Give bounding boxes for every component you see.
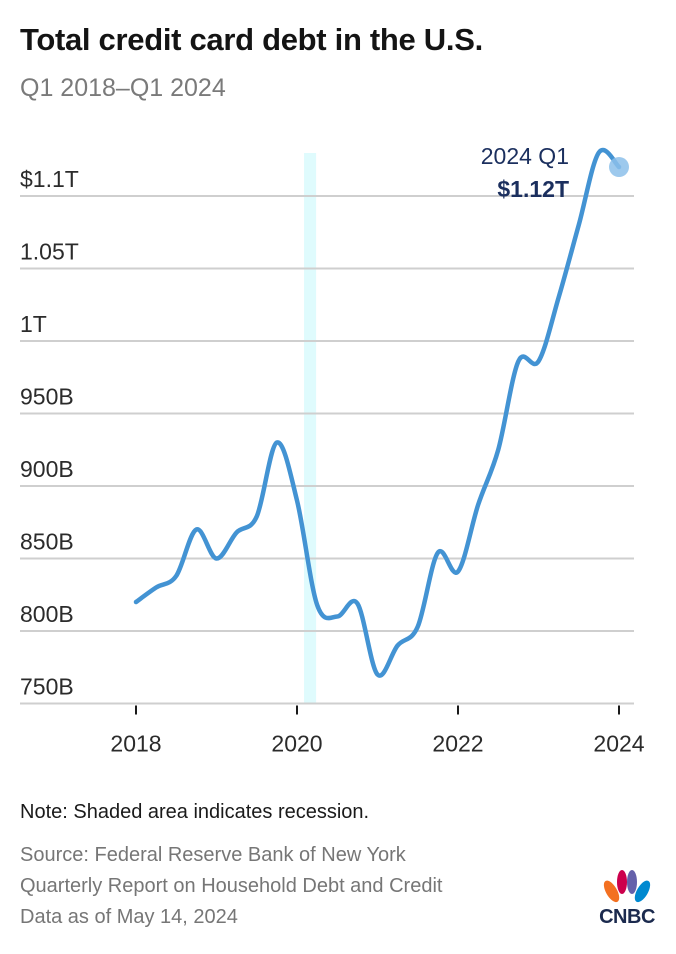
peacock-icon	[603, 870, 651, 927]
cnbc-logo: CNBC	[594, 868, 660, 930]
chart-subtitle: Q1 2018–Q1 2024	[20, 74, 226, 102]
source-line: Source: Federal Reserve Bank of New York	[20, 844, 406, 866]
chart-source: Source: Federal Reserve Bank of New York…	[20, 840, 442, 933]
source-line: Quarterly Report on Household Debt and C…	[20, 875, 443, 897]
y-tick-label: 850B	[20, 529, 74, 555]
y-tick-label: 900B	[20, 456, 74, 482]
cnbc-logo-text: CNBC	[599, 906, 655, 928]
y-tick-label: 1T	[20, 311, 47, 337]
x-tick-label: 2022	[432, 731, 483, 757]
recession-band	[304, 153, 317, 704]
endpoint-marker	[609, 157, 629, 177]
annotation-period-label: 2024 Q1	[481, 143, 569, 169]
x-tick-label: 2020	[271, 731, 322, 757]
y-tick-label: 950B	[20, 384, 74, 410]
series-line-credit-card-debt	[133, 147, 622, 678]
x-tick-label: 2024	[593, 731, 644, 757]
y-tick-label: 750B	[20, 674, 74, 700]
source-line: Data as of May 14, 2024	[20, 906, 238, 928]
chart-title: Total credit card debt in the U.S.	[20, 22, 483, 57]
line-chart: 750B 800B 850B 900B 950B 1T 1.05T $1.1T 2018 202…	[20, 143, 645, 757]
x-tick-label: 2018	[110, 731, 161, 757]
chart-note: Note: Shaded area indicates recession.	[20, 801, 370, 823]
y-tick-label: $1.1T	[20, 166, 79, 192]
y-tick-label: 1.05T	[20, 239, 79, 265]
annotation-value-label: $1.12T	[497, 176, 569, 202]
y-tick-label: 800B	[20, 601, 74, 627]
